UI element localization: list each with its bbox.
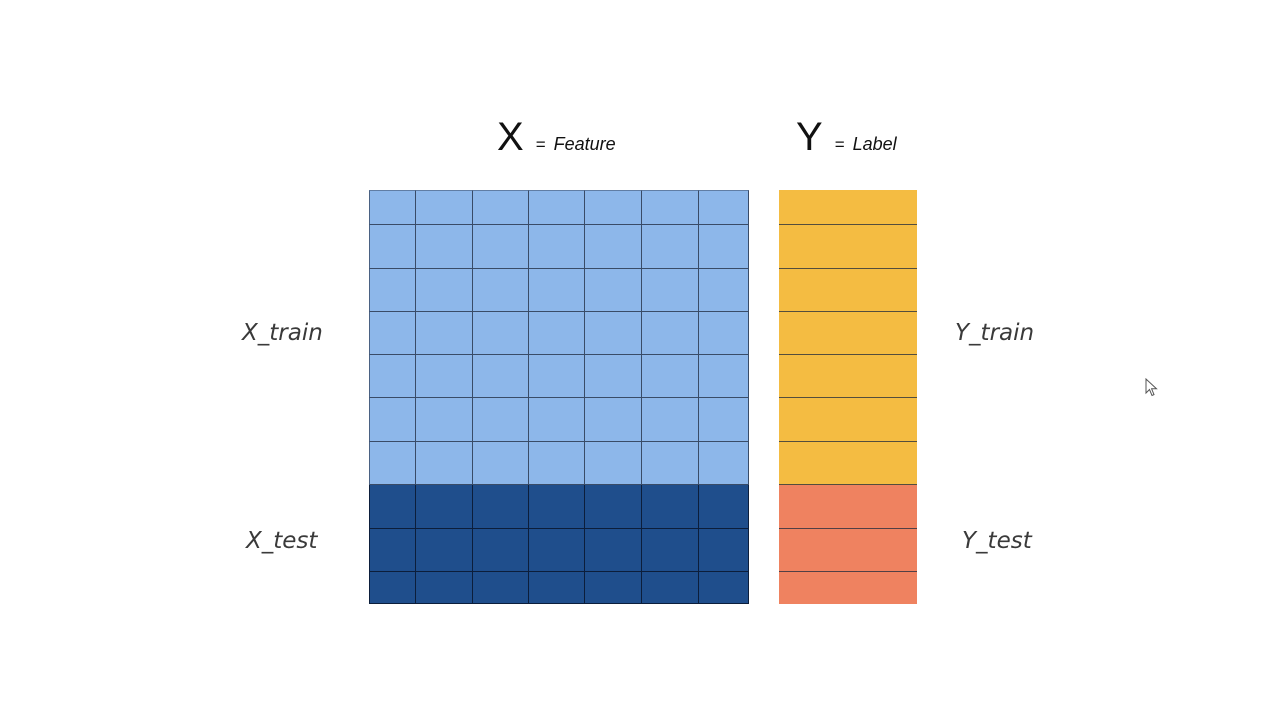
x-test-cell xyxy=(642,572,699,604)
label-header-equals: = xyxy=(834,135,845,154)
x-train-cell xyxy=(699,269,749,312)
x-test-cell xyxy=(473,485,529,529)
x-train-cell xyxy=(642,312,699,355)
x-test-cell xyxy=(699,529,749,572)
y-train-cell xyxy=(779,190,917,225)
y-train-cell xyxy=(779,225,917,269)
x-train-cell xyxy=(369,269,416,312)
x-train-cell xyxy=(416,442,473,485)
x-train-cell xyxy=(416,190,473,225)
x-train-cell xyxy=(473,312,529,355)
x-test-cell xyxy=(585,572,642,604)
x-test-cell xyxy=(529,572,585,604)
x-train-cell xyxy=(473,225,529,269)
x-test-cell xyxy=(416,572,473,604)
x-train-cell xyxy=(642,398,699,442)
x-test-cell xyxy=(473,572,529,604)
x-train-cell xyxy=(416,355,473,398)
x-train-cell xyxy=(699,442,749,485)
x-train-cell xyxy=(642,190,699,225)
x-test-cell xyxy=(699,572,749,604)
x-test-cell xyxy=(369,572,416,604)
x-train-cell xyxy=(699,312,749,355)
y-train-cell xyxy=(779,398,917,442)
x-train-cell xyxy=(699,225,749,269)
feature-header: X = Feature xyxy=(497,112,616,162)
x-test-cell xyxy=(473,529,529,572)
label-header: Y = Label xyxy=(796,112,897,162)
y-train-cell xyxy=(779,269,917,312)
y-test-label: Y_test xyxy=(962,528,1032,554)
x-train-cell xyxy=(416,398,473,442)
x-train-cell xyxy=(529,398,585,442)
x-train-cell xyxy=(369,225,416,269)
x-train-cell xyxy=(642,269,699,312)
x-train-cell xyxy=(369,442,416,485)
x-test-cell xyxy=(585,485,642,529)
x-test-cell xyxy=(585,529,642,572)
x-train-cell xyxy=(529,312,585,355)
x-train-cell xyxy=(642,355,699,398)
x-train-cell xyxy=(369,398,416,442)
mouse-pointer-icon xyxy=(1145,378,1158,397)
x-train-cell xyxy=(529,269,585,312)
label-header-letter: Y xyxy=(796,115,823,159)
feature-header-word: Feature xyxy=(553,134,616,154)
label-vector xyxy=(779,190,917,604)
x-train-label: X_train xyxy=(242,320,323,346)
y-train-label: Y_train xyxy=(955,320,1035,346)
x-test-label: X_test xyxy=(246,528,318,554)
y-train-cell xyxy=(779,442,917,485)
x-train-cell xyxy=(699,190,749,225)
x-train-cell xyxy=(473,442,529,485)
x-test-cell xyxy=(642,529,699,572)
x-train-cell xyxy=(369,312,416,355)
x-train-cell xyxy=(473,398,529,442)
x-test-cell xyxy=(416,485,473,529)
x-test-cell xyxy=(642,485,699,529)
x-train-cell xyxy=(473,190,529,225)
x-train-cell xyxy=(585,442,642,485)
x-train-cell xyxy=(416,312,473,355)
x-train-cell xyxy=(416,225,473,269)
y-test-cell xyxy=(779,485,917,529)
feature-header-letter: X xyxy=(497,115,524,159)
y-test-cell xyxy=(779,529,917,572)
x-train-cell xyxy=(585,398,642,442)
y-train-cell xyxy=(779,312,917,355)
feature-matrix xyxy=(369,190,749,604)
x-train-cell xyxy=(529,442,585,485)
x-train-cell xyxy=(585,355,642,398)
x-train-cell xyxy=(585,269,642,312)
y-train-cell xyxy=(779,355,917,398)
x-train-cell xyxy=(642,442,699,485)
x-test-cell xyxy=(529,529,585,572)
x-train-cell xyxy=(369,190,416,225)
x-train-cell xyxy=(473,269,529,312)
x-train-cell xyxy=(585,225,642,269)
x-train-cell xyxy=(585,190,642,225)
x-train-cell xyxy=(369,355,416,398)
x-test-cell xyxy=(699,485,749,529)
x-train-cell xyxy=(699,355,749,398)
y-test-cell xyxy=(779,572,917,604)
label-header-word: Label xyxy=(852,134,897,154)
x-test-cell xyxy=(529,485,585,529)
x-train-cell xyxy=(642,225,699,269)
x-train-cell xyxy=(529,355,585,398)
x-train-cell xyxy=(416,269,473,312)
x-test-cell xyxy=(416,529,473,572)
x-train-cell xyxy=(585,312,642,355)
x-train-cell xyxy=(473,355,529,398)
x-test-cell xyxy=(369,485,416,529)
x-test-cell xyxy=(369,529,416,572)
x-train-cell xyxy=(699,398,749,442)
x-train-cell xyxy=(529,225,585,269)
x-train-cell xyxy=(529,190,585,225)
feature-header-equals: = xyxy=(535,135,546,154)
